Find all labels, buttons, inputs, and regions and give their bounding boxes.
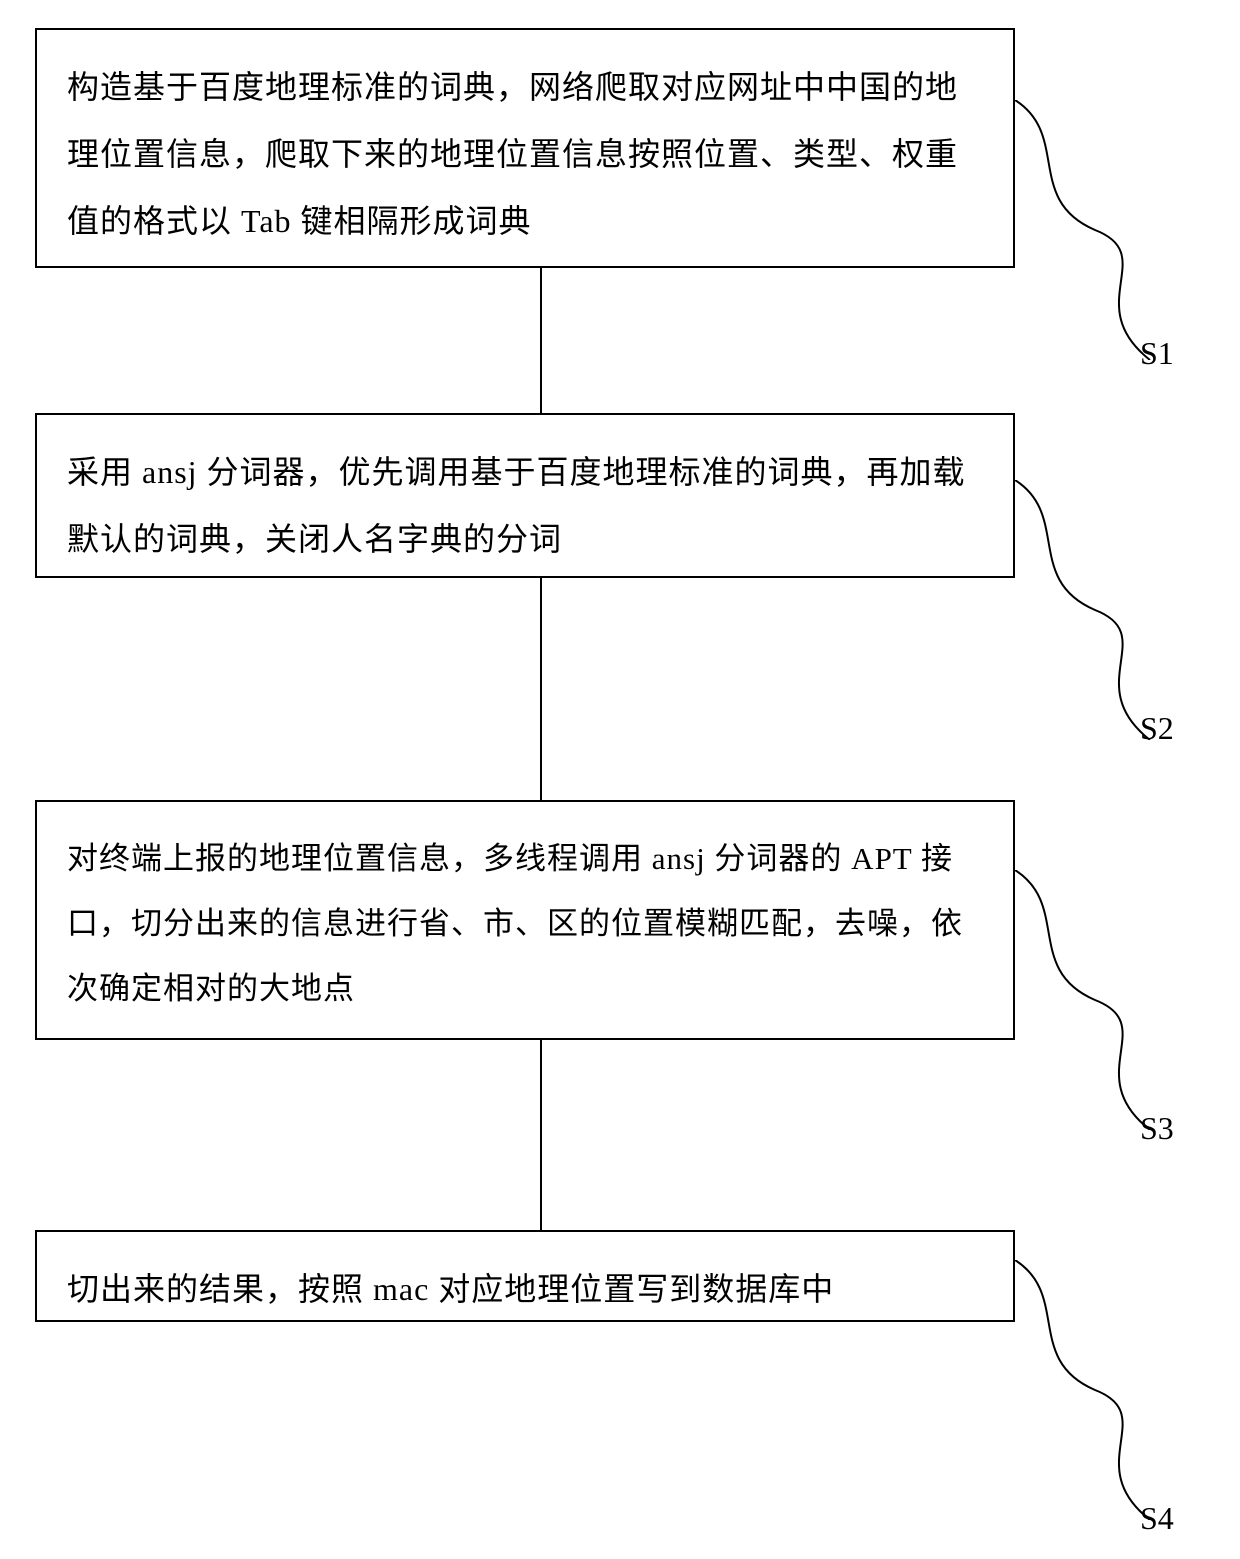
flow-box-s1: 构造基于百度地理标准的词典，网络爬取对应网址中中国的地理位置信息，爬取下来的地理… xyxy=(35,28,1015,268)
flow-box-s3: 对终端上报的地理位置信息，多线程调用 ansj 分词器的 APT 接口，切分出来… xyxy=(35,800,1015,1040)
flow-label-s3: S3 xyxy=(1140,1110,1174,1147)
flow-connector-3 xyxy=(540,1040,542,1230)
flow-label-s1: S1 xyxy=(1140,335,1174,372)
flow-connector-1 xyxy=(540,268,542,413)
flow-connector-2 xyxy=(540,578,542,800)
flow-box-s4: 切出来的结果，按照 mac 对应地理位置写到数据库中 xyxy=(35,1230,1015,1322)
flow-label-s2: S2 xyxy=(1140,710,1174,747)
flow-label-s4: S4 xyxy=(1140,1500,1174,1537)
flow-box-s2: 采用 ansj 分词器，优先调用基于百度地理标准的词典，再加载默认的词典，关闭人… xyxy=(35,413,1015,578)
